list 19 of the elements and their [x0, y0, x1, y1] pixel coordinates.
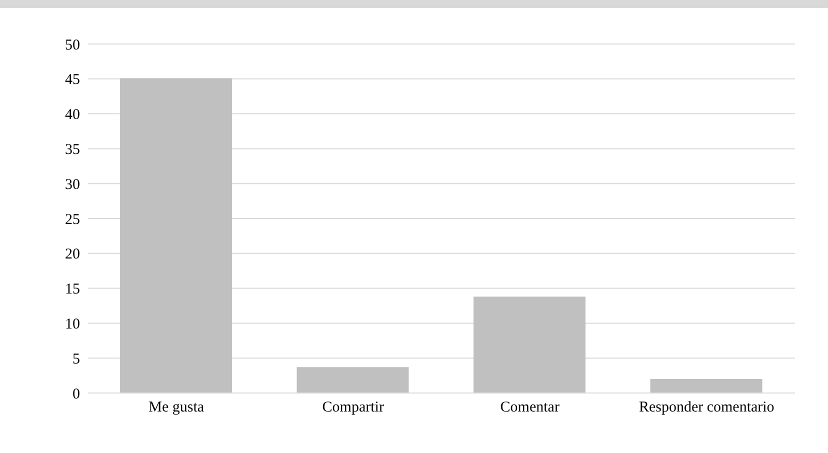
y-tick-label: 35	[65, 142, 80, 158]
bar	[474, 296, 586, 393]
y-tick-label: 0	[72, 386, 80, 402]
bar	[120, 78, 232, 393]
y-tick-label: 45	[65, 72, 80, 88]
y-tick-label: 20	[65, 246, 80, 263]
y-tick-label: 50	[65, 37, 80, 54]
y-tick-label: 40	[65, 107, 80, 124]
x-tick-label: Comentar	[500, 400, 560, 416]
y-tick-label: 15	[65, 282, 80, 298]
y-tick-label: 5	[72, 351, 80, 368]
y-tick-label: 30	[65, 176, 80, 193]
bar	[296, 367, 409, 393]
x-tick-label: Responder comentario	[638, 400, 774, 416]
y-tick-label: 25	[65, 212, 80, 228]
y-tick-label: 10	[65, 316, 80, 333]
bar	[650, 379, 762, 393]
x-tick-label: Compartir	[322, 400, 384, 416]
x-tick-label: Me gusta	[148, 400, 204, 416]
